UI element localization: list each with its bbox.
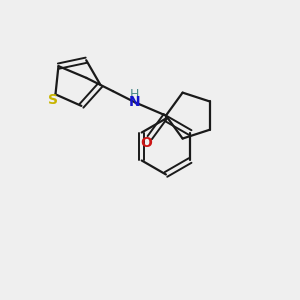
Text: O: O bbox=[140, 136, 152, 150]
Text: S: S bbox=[48, 93, 58, 106]
Text: N: N bbox=[129, 95, 141, 109]
Text: H: H bbox=[130, 88, 139, 101]
